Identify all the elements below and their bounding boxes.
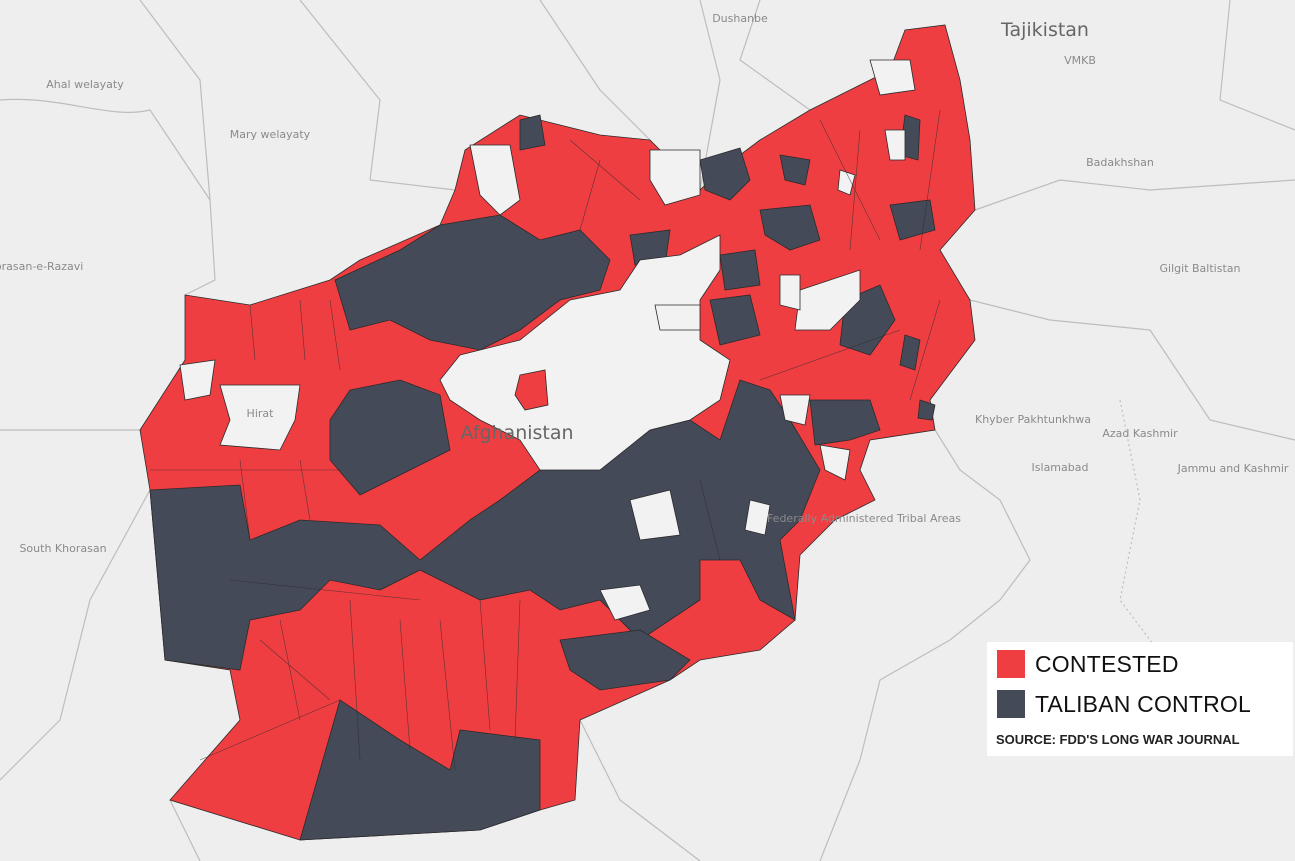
map-legend: CONTESTED TALIBAN CONTROL SOURCE: FDD'S …	[987, 642, 1293, 756]
legend-item-contested: CONTESTED	[997, 650, 1179, 678]
taliban-control-districts	[149, 114, 936, 841]
label-khorasan-razavi: Khorasan-e-Razavi	[0, 260, 83, 273]
label-khyber-pakhtunkhwa: Khyber Pakhtunkhwa	[975, 413, 1091, 426]
legend-label: TALIBAN CONTROL	[1035, 690, 1251, 717]
government-control-areas	[179, 59, 916, 621]
legend-label: CONTESTED	[1035, 650, 1179, 677]
contested-swatch	[997, 650, 1025, 678]
label-islamabad: Islamabad	[1032, 461, 1089, 474]
label-gilgit-baltistan: Gilgit Baltistan	[1160, 262, 1241, 275]
source-note: SOURCE: FDD'S LONG WAR JOURNAL	[996, 732, 1240, 747]
label-hirat: Hirat	[247, 407, 275, 420]
label-vmkb: VMKB	[1064, 54, 1096, 67]
label-fata: Federally Administered Tribal Areas	[767, 512, 961, 525]
legend-item-taliban-control: TALIBAN CONTROL	[997, 690, 1251, 718]
taliban-control-swatch	[997, 690, 1025, 718]
label-south-khorasan: South Khorasan	[19, 542, 106, 555]
label-mary: Mary welayaty	[230, 128, 311, 141]
label-azad-kashmir: Azad Kashmir	[1102, 427, 1178, 440]
country-label: Afghanistan	[460, 422, 573, 444]
map-labels: Dushanbe Tajikistan VMKB Ahal welayaty M…	[0, 12, 1289, 555]
district-lines	[150, 109, 941, 771]
label-tajikistan: Tajikistan	[1000, 19, 1089, 41]
label-jammu-kashmir: Jammu and Kashmir	[1177, 462, 1289, 475]
label-ahal: Ahal welayaty	[46, 78, 124, 91]
label-dushanbe: Dushanbe	[712, 12, 768, 25]
label-badakhshan: Badakhshan	[1086, 156, 1154, 169]
